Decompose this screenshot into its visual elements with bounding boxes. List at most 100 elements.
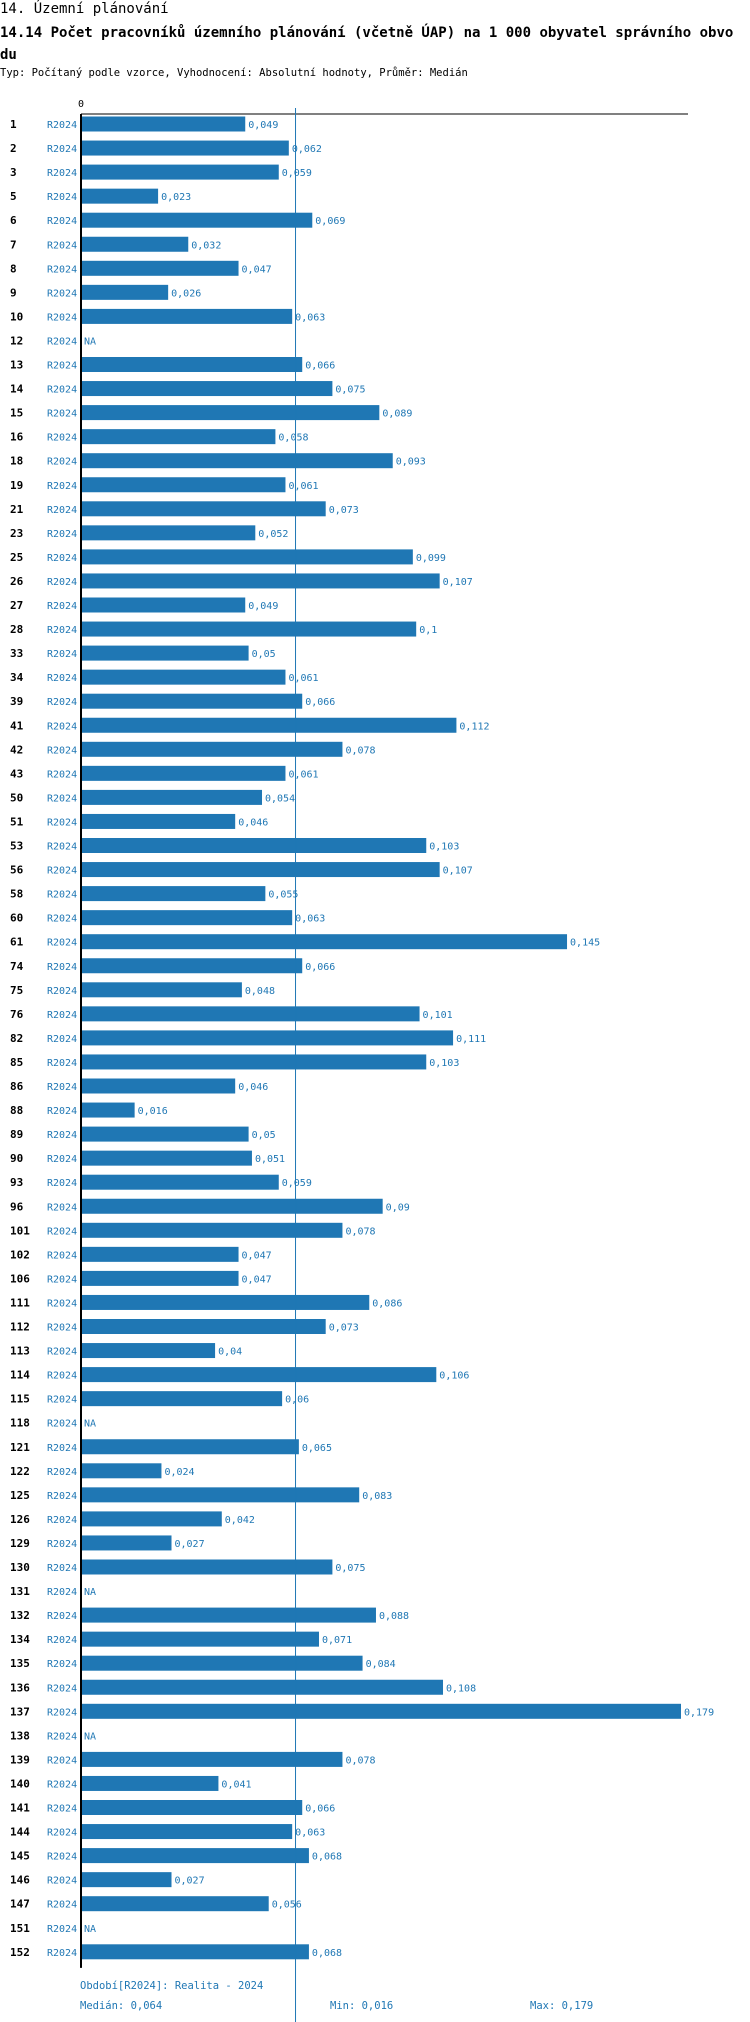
bar <box>81 1150 252 1166</box>
row-id-label: 111 <box>10 1296 30 1309</box>
bar-value-label: 0,016 <box>138 1106 168 1117</box>
row-series-label: R2024 <box>47 649 77 660</box>
bar <box>81 693 303 709</box>
row-series-label: R2024 <box>47 1419 77 1430</box>
bar-value-label: 0,05 <box>252 1130 276 1141</box>
row-series-label: R2024 <box>47 817 77 828</box>
row-id-label: 28 <box>10 623 23 636</box>
bar <box>81 1126 249 1142</box>
bar-value-label: 0,112 <box>459 721 489 732</box>
bar-value-label: 0,052 <box>258 529 288 540</box>
bar-value-label: 0,047 <box>242 1250 272 1261</box>
bar <box>81 1174 279 1190</box>
row-series-label: R2024 <box>47 1298 77 1309</box>
bar-value-label: 0,063 <box>295 1828 325 1839</box>
footer-period: Období[R2024]: Realita - 2024 <box>80 1980 264 1992</box>
bar-value-label: 0,058 <box>278 433 308 444</box>
row-id-label: 18 <box>10 455 23 468</box>
row-series-label: R2024 <box>47 433 77 444</box>
bar <box>81 982 242 998</box>
row-id-label: 125 <box>10 1489 30 1502</box>
bar <box>81 1102 135 1118</box>
row-id-label: 89 <box>10 1128 23 1141</box>
row-series-label: R2024 <box>47 673 77 684</box>
bar-value-label: 0,059 <box>282 168 312 179</box>
bar-value-label: 0,107 <box>443 866 473 877</box>
bar-value-label: 0,055 <box>268 890 298 901</box>
bar-value-label: NA <box>84 336 96 347</box>
row-id-label: 13 <box>10 359 23 372</box>
row-series-label: R2024 <box>47 1659 77 1670</box>
bar-value-label: 0,049 <box>248 601 278 612</box>
row-series-label: R2024 <box>47 457 77 468</box>
bar <box>81 1294 370 1310</box>
row-series-label: R2024 <box>47 312 77 323</box>
bar <box>81 910 293 926</box>
bar-value-label: NA <box>84 1924 96 1935</box>
row-series-label: R2024 <box>47 216 77 227</box>
bar-value-label: 0,103 <box>429 842 459 853</box>
bar-value-label: 0,047 <box>242 264 272 275</box>
row-id-label: 135 <box>10 1657 30 1670</box>
bar <box>81 1078 236 1094</box>
row-id-label: 8 <box>10 262 17 275</box>
row-id-label: 139 <box>10 1753 30 1766</box>
bar <box>81 1246 239 1262</box>
bar-value-label: 0,179 <box>684 1707 714 1718</box>
row-series-label: R2024 <box>47 842 77 853</box>
row-series-label: R2024 <box>47 793 77 804</box>
bar <box>81 958 303 974</box>
row-series-label: R2024 <box>47 1010 77 1021</box>
row-id-label: 140 <box>10 1777 30 1790</box>
row-id-label: 60 <box>10 912 23 925</box>
bar-value-label: NA <box>84 1587 96 1598</box>
row-series-label: R2024 <box>47 1467 77 1478</box>
bar-value-label: 0,106 <box>439 1371 469 1382</box>
row-id-label: 23 <box>10 527 23 540</box>
row-series-label: R2024 <box>47 1491 77 1502</box>
row-series-label: R2024 <box>47 553 77 564</box>
bar <box>81 501 326 517</box>
footer-min: Min: 0,016 <box>330 2000 394 2012</box>
row-series-label: R2024 <box>47 1900 77 1911</box>
bar-value-label: 0,04 <box>218 1347 242 1358</box>
row-series-label: R2024 <box>47 1323 77 1334</box>
row-id-label: 6 <box>10 214 17 227</box>
bar <box>81 429 276 445</box>
bar-value-label: 0,068 <box>312 1852 342 1863</box>
row-id-label: 5 <box>10 190 17 203</box>
bar-value-label: 0,026 <box>171 288 201 299</box>
row-series-label: R2024 <box>47 1852 77 1863</box>
bar-value-label: 0,083 <box>362 1491 392 1502</box>
row-id-label: 19 <box>10 479 23 492</box>
bar-value-label: 0,046 <box>238 817 268 828</box>
row-id-label: 136 <box>10 1681 30 1694</box>
row-series-label: R2024 <box>47 1058 77 1069</box>
row-id-label: 16 <box>10 431 24 444</box>
bar <box>81 1054 427 1070</box>
bar <box>81 477 286 493</box>
row-id-label: 129 <box>10 1537 30 1550</box>
row-series-label: R2024 <box>47 529 77 540</box>
bar <box>81 284 169 300</box>
bar <box>81 1463 162 1479</box>
row-id-label: 114 <box>10 1369 30 1382</box>
row-id-label: 121 <box>10 1441 30 1454</box>
bar <box>81 838 427 853</box>
bar <box>81 1439 299 1455</box>
row-series-label: R2024 <box>47 192 77 203</box>
bar-value-label: 0,107 <box>443 577 473 588</box>
bar-value-label: 0,101 <box>423 1010 453 1021</box>
bar <box>81 1655 363 1671</box>
row-series-label: R2024 <box>47 721 77 732</box>
bar-value-label: 0,056 <box>272 1900 302 1911</box>
row-id-label: 41 <box>10 719 24 732</box>
row-id-label: 88 <box>10 1104 23 1117</box>
row-series-label: R2024 <box>47 1755 77 1766</box>
bar-value-label: 0,023 <box>161 192 191 203</box>
bar-value-label: 0,089 <box>382 409 412 420</box>
bar <box>81 1679 444 1695</box>
bar <box>81 886 266 902</box>
row-series-label: R2024 <box>47 1178 77 1189</box>
